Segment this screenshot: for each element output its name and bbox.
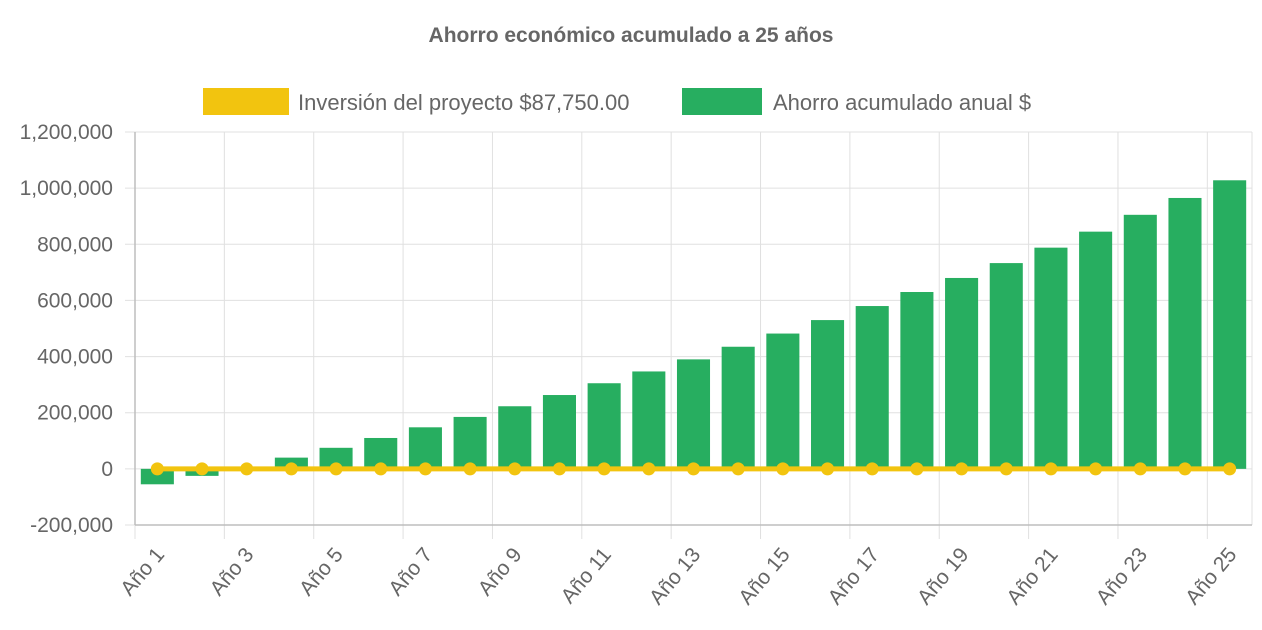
line-point[interactable] [910,462,924,476]
bar[interactable] [676,359,711,469]
y-tick-label: 600,000 [37,289,113,312]
x-tick-label: Año 13 [645,543,705,609]
x-tick-label: Año 3 [206,543,259,600]
bar[interactable] [1079,231,1113,469]
bar[interactable] [498,406,532,469]
bar[interactable] [721,346,755,469]
line-point[interactable] [731,462,745,476]
y-tick-label: 400,000 [37,346,113,369]
bar[interactable] [587,383,621,469]
y-tick-label: -200,000 [30,514,113,537]
bar[interactable] [1123,214,1157,469]
line-point[interactable] [597,462,611,476]
line-point[interactable] [999,462,1013,476]
line-point[interactable] [374,462,388,476]
bar[interactable] [900,292,934,469]
x-tick-label: Año 9 [474,543,527,600]
investment-line [150,462,1237,476]
bar[interactable] [1034,247,1068,469]
bars [140,180,1247,485]
line-point[interactable] [1044,462,1058,476]
line-point[interactable] [1089,462,1103,476]
line-point[interactable] [776,462,790,476]
bar[interactable] [766,333,800,469]
line-point[interactable] [687,462,700,476]
bar[interactable] [453,416,487,469]
line-point[interactable] [329,462,343,476]
line-point[interactable] [1133,462,1147,476]
line-point[interactable] [284,462,298,476]
x-tick-label: Año 23 [1092,543,1152,609]
y-tick-label: 200,000 [37,402,113,425]
x-tick-label: Año 21 [1002,543,1062,609]
line-point[interactable] [463,462,477,476]
legend[interactable]: Inversión del proyecto $87,750.00 Ahorro… [203,88,1031,115]
bar[interactable] [1213,180,1247,469]
line-point[interactable] [508,462,522,476]
y-tick-label: 1,200,000 [20,121,113,144]
x-tick-label: Año 19 [913,543,973,609]
bar[interactable] [140,468,174,485]
y-tick-label: 0 [101,458,113,481]
line-point[interactable] [552,462,566,476]
line-point[interactable] [195,462,209,476]
x-tick-label: Año 11 [557,543,616,608]
line-point[interactable] [1223,462,1237,476]
line-point[interactable] [821,462,835,476]
bar[interactable] [989,263,1023,469]
line-point[interactable] [865,462,879,476]
legend-label-ahorro[interactable]: Ahorro acumulado anual $ [773,90,1031,115]
chart-title: Ahorro económico acumulado a 25 años [429,24,834,47]
legend-swatch-ahorro [682,88,762,115]
line-point[interactable] [150,462,164,476]
x-axis-ticks: Año 1 Año 3 Año 5 Año 7 Año 9 Año 11 Año 13 Año… [116,543,1241,609]
line-point[interactable] [240,462,254,476]
y-axis-ticks: -200,000 0 200,000 400,000 600,000 800,000 1,0… [20,121,113,537]
bar[interactable] [542,395,576,469]
line-point[interactable] [955,462,969,476]
bar[interactable] [632,371,666,469]
line-point[interactable] [418,462,432,476]
x-tick-label: Año 7 [384,543,437,600]
line-point[interactable] [1178,462,1192,476]
y-tick-label: 1,000,000 [20,177,113,200]
bar[interactable] [855,306,889,469]
y-tick-label: 800,000 [37,233,113,256]
x-tick-label: Año 17 [824,543,884,609]
x-tick-label: Año 5 [295,543,348,600]
x-tick-label: Año 1 [116,543,169,600]
bar[interactable] [811,320,845,469]
x-tick-label: Año 25 [1181,543,1241,609]
legend-label-inversion[interactable]: Inversión del proyecto $87,750.00 [298,90,629,115]
x-tick-label: Año 15 [734,543,794,609]
line-point[interactable] [642,462,656,476]
bar[interactable] [1168,197,1202,469]
legend-swatch-inversion [203,88,289,115]
bar[interactable] [408,427,442,469]
bar[interactable] [319,447,353,469]
bar[interactable] [945,277,979,469]
